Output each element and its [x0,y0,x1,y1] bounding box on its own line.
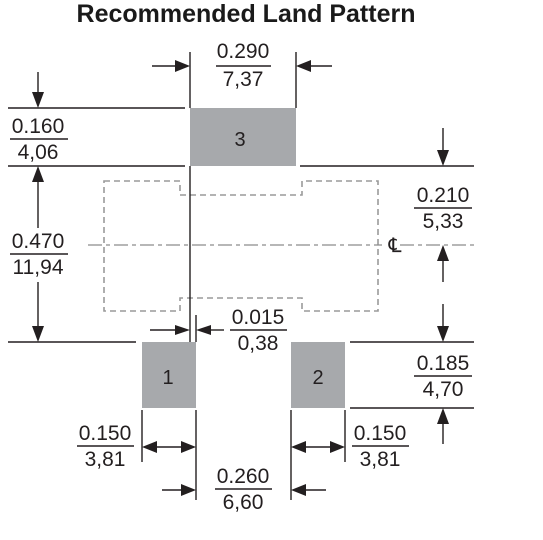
dim-pad2-width-right-arrow [330,441,345,453]
dim-bottom-offset-inch: 0.185 [417,352,470,375]
centerline-symbol: ℄ [388,235,402,257]
dim-pad3-width-inch: 0.290 [217,40,270,63]
dim-overall-height-bottom-arrow [32,326,44,342]
dim-overall-height-inch: 0.470 [12,230,65,253]
pad-3-label: 3 [234,129,245,151]
dim-top-offset-inch: 0.160 [12,115,65,138]
dim-pad-spacing-left-arrow [181,484,196,496]
pad-1-label: 1 [162,367,173,389]
dim-pad1-width-right-arrow [181,441,196,453]
dim-top-offset-mm: 4,06 [18,141,59,164]
dim-right-offset-inch: 0.210 [417,184,470,207]
pad-1 [142,342,196,408]
dim-pad2-width-inch: 0.150 [354,422,407,445]
dim-top-offset-arrow [32,92,44,108]
dim-pad2-width-mm: 3,81 [360,448,401,471]
dim-gap-mm: 0,38 [238,332,279,355]
dim-pad1-width-inch: 0.150 [79,422,132,445]
dim-right-offset-bottom-arrow [437,245,449,261]
pad-3 [190,108,296,166]
diagram-title: Recommended Land Pattern [77,0,416,28]
component-body-outline [103,180,379,312]
dim-pad1-width-mm: 3,81 [85,448,126,471]
dim-gap-inch: 0.015 [232,306,285,329]
dim-overall-height-top-arrow [32,166,44,182]
dim-gap-right-arrow [196,325,211,335]
dim-pad-spacing-inch: 0.260 [217,465,270,488]
dim-bottom-offset-top-arrow [437,326,449,342]
pad-2-label: 2 [312,367,323,389]
dim-pad-spacing-right-arrow [291,484,306,496]
dim-right-offset-mm: 5,33 [423,210,464,233]
dim-bottom-offset-mm: 4,70 [423,378,464,401]
dim-right-offset-top-arrow [437,150,449,166]
pad-2 [291,342,345,408]
dim-pad-spacing-mm: 6,60 [223,491,264,514]
dim-pad2-width-left-arrow [291,441,306,453]
dim-pad3-width-right-arrow [296,60,311,72]
dim-pad3-width-left-arrow [175,60,190,72]
dim-bottom-offset-bottom-arrow [437,408,449,424]
dim-gap-left-arrow [175,325,190,335]
dim-pad3-width-mm: 7,37 [223,68,264,91]
dim-pad1-width-left-arrow [142,441,157,453]
dim-overall-height-mm: 11,94 [13,256,64,279]
